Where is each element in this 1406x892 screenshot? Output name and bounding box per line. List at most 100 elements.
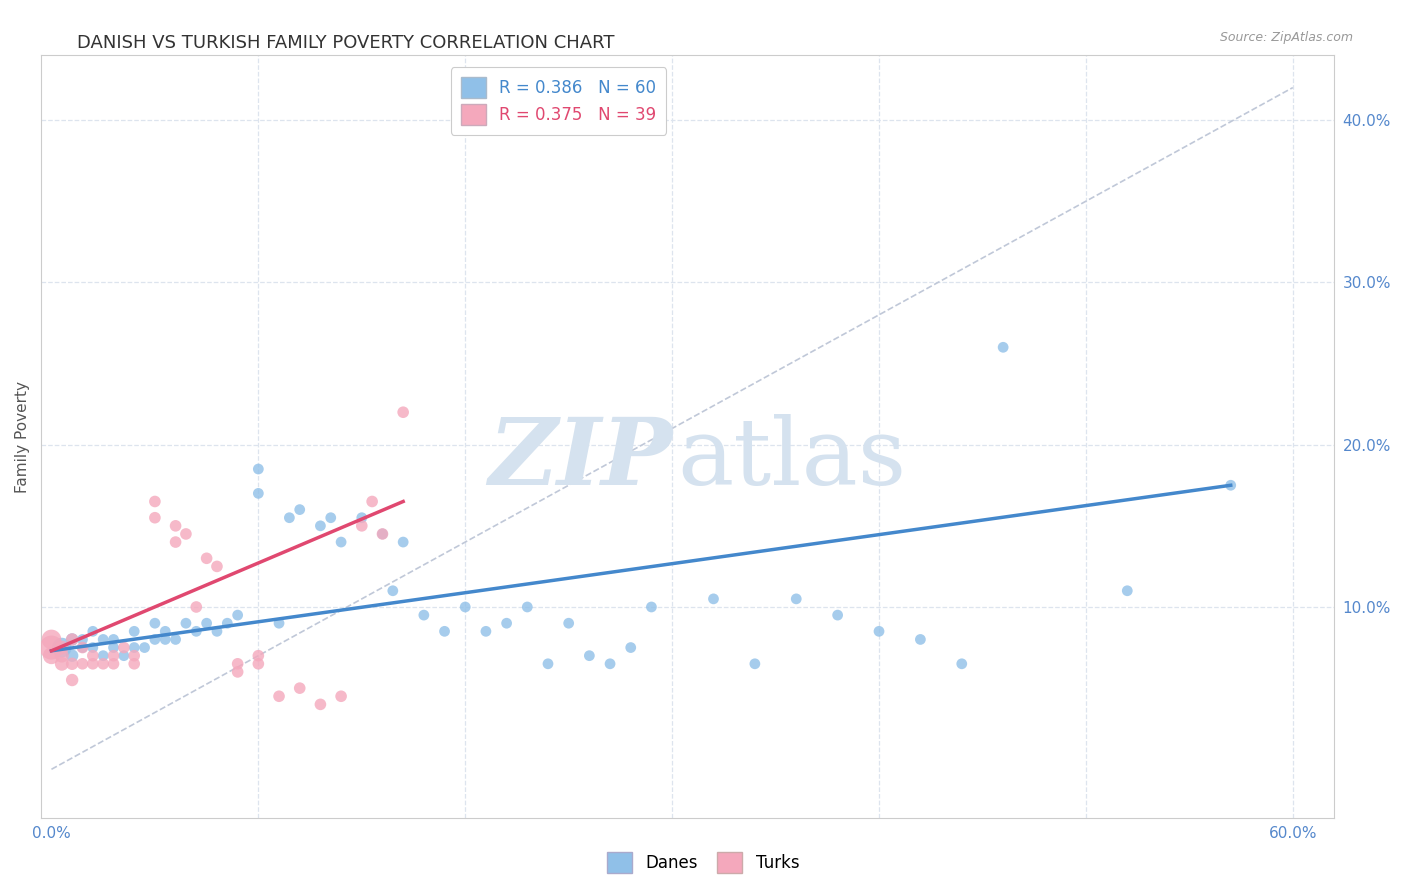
Text: Source: ZipAtlas.com: Source: ZipAtlas.com (1219, 31, 1353, 45)
Point (319, 510, 342, 524)
Point (557, 616, 579, 631)
Point (247, 657, 270, 671)
Point (112, 648, 135, 663)
Point (226, 608, 249, 623)
Point (361, 494, 384, 508)
Point (103, 632, 125, 647)
Point (454, 599, 477, 614)
Point (371, 527, 394, 541)
Point (82, 640, 104, 655)
Point (309, 698, 332, 712)
Point (165, 632, 187, 647)
Point (195, 551, 218, 566)
Point (392, 535, 415, 549)
Point (60, 632, 83, 647)
Point (174, 616, 197, 631)
Point (516, 599, 538, 614)
Point (60, 657, 83, 671)
Point (91, 632, 114, 647)
Point (991, 340, 1014, 354)
Point (205, 624, 228, 639)
Point (226, 657, 249, 671)
Text: ZIP: ZIP (488, 415, 672, 505)
Point (330, 690, 353, 704)
Point (433, 624, 456, 639)
Point (195, 616, 218, 631)
Point (226, 665, 249, 679)
Point (267, 690, 290, 704)
Point (950, 657, 973, 671)
Point (174, 527, 197, 541)
Point (134, 640, 156, 655)
Point (247, 648, 270, 663)
Point (1219, 478, 1241, 492)
Point (60, 648, 83, 663)
Point (827, 608, 849, 623)
Point (288, 502, 311, 516)
Point (205, 559, 228, 574)
Point (620, 640, 643, 655)
Point (1116, 583, 1139, 598)
Point (51, 640, 73, 655)
Point (143, 632, 166, 647)
Point (122, 624, 145, 639)
Point (60, 632, 83, 647)
Text: atlas: atlas (678, 415, 907, 505)
Point (578, 648, 600, 663)
Point (247, 462, 270, 476)
Point (868, 624, 890, 639)
Point (217, 616, 239, 631)
Point (82, 657, 104, 671)
Point (143, 510, 166, 524)
Y-axis label: Family Poverty: Family Poverty (15, 381, 30, 492)
Point (267, 616, 290, 631)
Point (278, 510, 301, 524)
Point (744, 657, 766, 671)
Point (51, 640, 73, 655)
Legend: R = 0.386   N = 60, R = 0.375   N = 39: R = 0.386 N = 60, R = 0.375 N = 39 (450, 67, 666, 135)
Point (412, 608, 434, 623)
Point (392, 405, 415, 419)
Point (247, 486, 270, 500)
Point (143, 616, 166, 631)
Point (72, 640, 94, 655)
Point (122, 657, 145, 671)
Point (51, 657, 73, 671)
Point (60, 673, 83, 687)
Point (495, 616, 517, 631)
Point (41, 640, 63, 655)
Point (288, 681, 311, 695)
Point (186, 624, 208, 639)
Point (91, 648, 114, 663)
Point (910, 632, 932, 647)
Point (165, 535, 187, 549)
Point (72, 657, 94, 671)
Point (599, 657, 621, 671)
Point (785, 591, 807, 606)
Point (330, 535, 353, 549)
Point (91, 657, 114, 671)
Point (640, 599, 662, 614)
Point (122, 648, 145, 663)
Point (702, 591, 724, 606)
Legend: Danes, Turks: Danes, Turks (600, 846, 806, 880)
Point (103, 640, 125, 655)
Text: DANISH VS TURKISH FAMILY POVERTY CORRELATION CHART: DANISH VS TURKISH FAMILY POVERTY CORRELA… (77, 34, 614, 52)
Point (309, 518, 332, 533)
Point (475, 624, 498, 639)
Point (112, 640, 135, 655)
Point (41, 632, 63, 647)
Point (103, 657, 125, 671)
Point (186, 599, 208, 614)
Point (155, 632, 177, 647)
Point (82, 624, 104, 639)
Point (537, 657, 560, 671)
Point (82, 648, 104, 663)
Point (103, 648, 125, 663)
Point (371, 527, 394, 541)
Point (165, 518, 187, 533)
Point (72, 640, 94, 655)
Point (122, 640, 145, 655)
Point (72, 632, 94, 647)
Point (41, 648, 63, 663)
